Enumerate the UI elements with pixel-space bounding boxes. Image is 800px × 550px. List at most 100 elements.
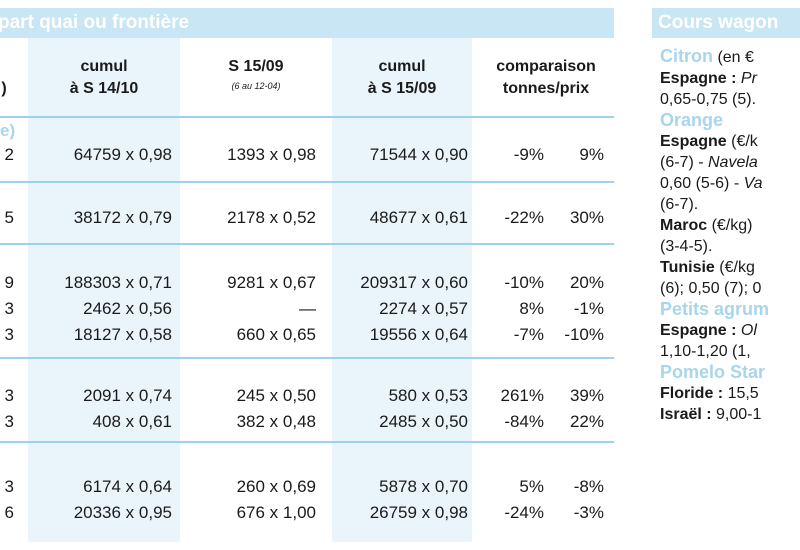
table-cell-c0: 5 bbox=[4, 208, 14, 227]
header-line: à S 14/10 bbox=[69, 80, 139, 97]
table-cell-c4: 5% bbox=[519, 477, 544, 496]
table-row: 3 408 x 0,61 382 x 0,48 2485 x 0,50 -84% 22% bbox=[0, 409, 614, 435]
text: (6-7) - bbox=[660, 154, 708, 171]
header-cumul-s15: cumul à S 15/09 bbox=[332, 56, 472, 100]
text: (€/k bbox=[726, 133, 758, 150]
text: (6-7). bbox=[660, 196, 699, 213]
table-cell-c2: — bbox=[299, 299, 316, 318]
table-cell-c4: -10% bbox=[504, 273, 544, 292]
table-cell-c4: 8% bbox=[519, 299, 544, 318]
table-cell-c0: 3 bbox=[4, 325, 14, 344]
table-cell-c1: 18127 x 0,58 bbox=[73, 325, 172, 344]
header-comparaison: comparaison tonnes/prix bbox=[478, 56, 614, 100]
divider bbox=[0, 243, 614, 245]
text: Navela bbox=[708, 154, 758, 171]
table-row: 5 38172 x 0,79 2178 x 0,52 48677 x 0,61 -22%… bbox=[0, 205, 614, 231]
table-cell-c3: 209317 x 0,60 bbox=[360, 273, 468, 292]
table-cell-c5: -3% bbox=[573, 503, 604, 522]
table-cell-c0: 3 bbox=[4, 386, 14, 405]
header-line: tonnes/prix bbox=[502, 80, 590, 97]
section-banner-left: part quai ou frontière bbox=[0, 8, 614, 38]
text: Pr bbox=[740, 70, 757, 87]
table-cell-c5: 22% bbox=[569, 412, 604, 431]
text: 0,60 (5-6) - bbox=[660, 175, 744, 192]
category-label: Petits agrum bbox=[660, 299, 770, 319]
table-cell-c2: 660 x 0,65 bbox=[236, 325, 316, 344]
table-row: 3 6174 x 0,64 260 x 0,69 5878 x 0,70 5% -8% bbox=[0, 474, 614, 500]
header-line: à S 15/09 bbox=[367, 80, 437, 97]
category-label: Pomelo Star bbox=[660, 362, 766, 382]
table-cell-c0: 9 bbox=[4, 273, 14, 292]
text: 15,5 bbox=[727, 385, 759, 402]
table-cell-c2: 245 x 0,50 bbox=[236, 386, 316, 405]
table-cell-c2: 382 x 0,48 bbox=[236, 412, 316, 431]
table-cell-c0: 2 bbox=[4, 145, 14, 164]
category-label: Citron bbox=[660, 46, 713, 66]
table-cell-c3: 19556 x 0,64 bbox=[369, 325, 468, 344]
section-title: part quai ou frontière bbox=[0, 12, 190, 33]
table-cell-c2: 2178 x 0,52 bbox=[227, 208, 316, 227]
table-cell-c5: 30% bbox=[569, 208, 604, 227]
table-cell-c3: 2485 x 0,50 bbox=[379, 412, 468, 431]
table-cell-c2: 260 x 0,69 bbox=[236, 477, 316, 496]
header-cumul-s14: cumul à S 14/10 bbox=[28, 56, 180, 100]
country-label: Tunisie bbox=[660, 259, 715, 276]
table-cell-c1: 64759 x 0,98 bbox=[73, 145, 172, 164]
right-column-text: Citron (en € Espagne : Pr 0,65-0,75 (5).… bbox=[660, 46, 800, 425]
table-cell-c2: 1393 x 0,98 bbox=[227, 145, 316, 164]
category-label: Orange bbox=[660, 110, 724, 130]
header-line: comparaison bbox=[496, 58, 596, 75]
country-label: Maroc bbox=[660, 217, 708, 234]
divider bbox=[0, 116, 614, 118]
table-cell-c4: -22% bbox=[504, 208, 544, 227]
header-line: cumul bbox=[378, 58, 426, 75]
table-cell-c5: 39% bbox=[569, 386, 604, 405]
text: (6); 0,50 (7); 0 bbox=[660, 280, 762, 297]
text: 1,10-1,20 (1, bbox=[660, 343, 751, 360]
column-shade-3 bbox=[332, 38, 472, 542]
header-line: S 15/09 bbox=[228, 58, 284, 75]
table-cell-c5: -10% bbox=[564, 325, 604, 344]
column-shade-1 bbox=[28, 38, 180, 542]
divider bbox=[0, 181, 614, 183]
table-cell-c3: 26759 x 0,98 bbox=[369, 503, 468, 522]
table-cell-c4: 261% bbox=[500, 386, 544, 405]
header-subline: (6 au 12-04) bbox=[231, 81, 281, 91]
header-line: cumul bbox=[80, 58, 128, 75]
text: 9,00-1 bbox=[716, 406, 762, 423]
table-cell-c5: -1% bbox=[573, 299, 604, 318]
table-row: 9 188303 x 0,71 9281 x 0,67 209317 x 0,60 -1… bbox=[0, 270, 614, 296]
text: (€/kg bbox=[714, 259, 755, 276]
table-cell-c3: 2274 x 0,57 bbox=[379, 299, 468, 318]
table-cell-c2: 676 x 1,00 bbox=[236, 503, 316, 522]
table-cell-c1: 2091 x 0,74 bbox=[83, 386, 172, 405]
table-cell-c1: 408 x 0,61 bbox=[92, 412, 172, 431]
table-cell-c2: 9281 x 0,67 bbox=[227, 273, 316, 292]
text: (3-4-5). bbox=[660, 238, 713, 255]
table-row: 3 2462 x 0,56 — 2274 x 0,57 8% -1% bbox=[0, 296, 614, 322]
category-fragment: e) bbox=[0, 121, 16, 140]
table-cell-c1: 188303 x 0,71 bbox=[64, 273, 172, 292]
divider bbox=[0, 441, 614, 443]
country-label: Floride : bbox=[660, 385, 728, 402]
table-cell-c5: -8% bbox=[573, 477, 604, 496]
table-cell-c5: 20% bbox=[569, 273, 604, 292]
table-cell-c4: -9% bbox=[513, 145, 544, 164]
table-row: 3 18127 x 0,58 660 x 0,65 19556 x 0,64 -7% -1… bbox=[0, 322, 614, 348]
table-cell-c0: 3 bbox=[4, 412, 14, 431]
table-cell-c4: -24% bbox=[504, 503, 544, 522]
table-cell-c4: -84% bbox=[504, 412, 544, 431]
header-col0: ) bbox=[1, 80, 7, 97]
text: Va bbox=[743, 175, 763, 192]
table-cell-c1: 2462 x 0,56 bbox=[83, 299, 172, 318]
table-cell-c3: 580 x 0,53 bbox=[388, 386, 468, 405]
divider bbox=[0, 357, 614, 359]
table-cell-c0: 6 bbox=[4, 503, 14, 522]
table-row: 3 2091 x 0,74 245 x 0,50 580 x 0,53 261% 39% bbox=[0, 383, 614, 409]
table-row: 2 64759 x 0,98 1393 x 0,98 71544 x 0,90 -9% 9… bbox=[0, 142, 614, 168]
table-cell-c1: 20336 x 0,95 bbox=[73, 503, 172, 522]
text: Ol bbox=[740, 322, 757, 339]
header-s15: S 15/09 (6 au 12-04) bbox=[186, 56, 326, 92]
table-cell-c1: 6174 x 0,64 bbox=[83, 477, 172, 496]
table-cell-c1: 38172 x 0,79 bbox=[73, 208, 172, 227]
